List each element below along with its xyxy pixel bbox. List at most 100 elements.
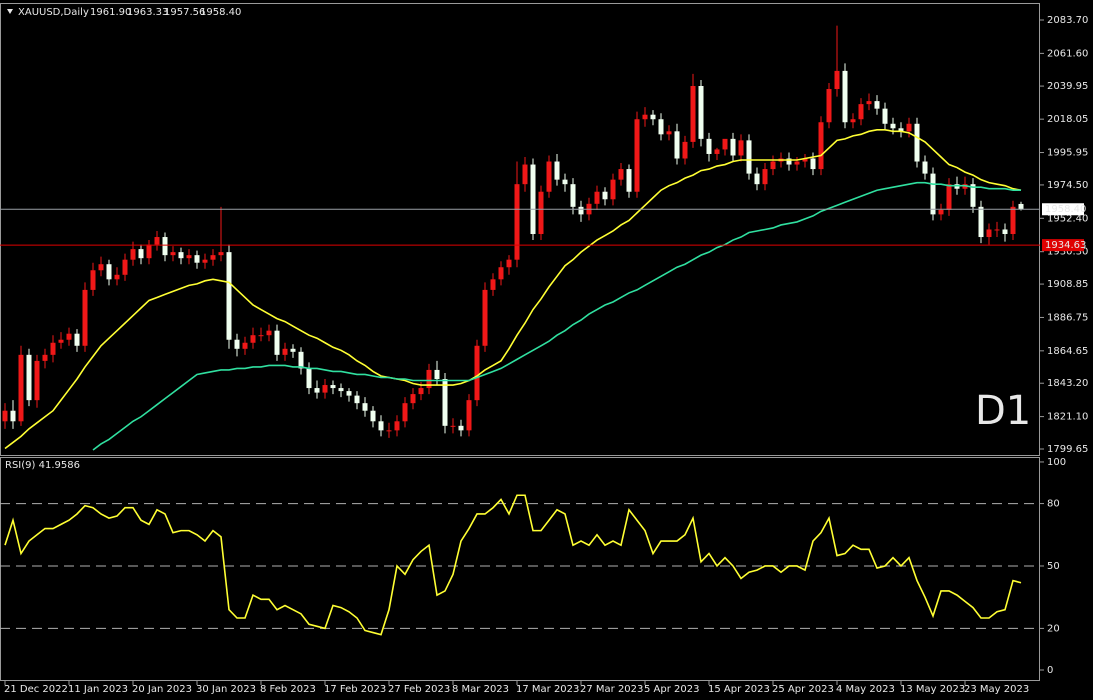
candle-body xyxy=(250,335,256,343)
price-label-box xyxy=(1042,203,1084,216)
candle-body xyxy=(882,108,888,124)
candle-body xyxy=(42,354,48,361)
price-label: 1934.63 xyxy=(1045,240,1086,251)
y-tick-label: 100 xyxy=(1047,457,1066,468)
y-tick-label: 50 xyxy=(1047,561,1060,572)
candle-body xyxy=(378,421,384,431)
header-open: 1961.90 xyxy=(90,7,131,18)
y-tick-label: 1864.65 xyxy=(1047,346,1088,357)
x-tick-label: 21 Dec 2022 xyxy=(4,684,68,695)
y-tick-label: 2018.05 xyxy=(1047,114,1088,125)
candle-body xyxy=(410,394,416,404)
candle-body xyxy=(474,345,480,401)
candle-body xyxy=(34,360,40,401)
y-tick-label: 1930.30 xyxy=(1047,247,1088,258)
candle-body xyxy=(698,86,704,139)
candle-body xyxy=(346,391,352,396)
candle-body xyxy=(26,354,32,401)
candle-body xyxy=(738,140,744,156)
candle-body xyxy=(914,123,920,162)
candle-body xyxy=(178,252,184,259)
candle-body xyxy=(986,229,992,238)
y-tick-label: 1843.20 xyxy=(1047,378,1088,389)
candle-body xyxy=(50,342,56,355)
menu-triangle xyxy=(7,9,13,14)
candle-body xyxy=(114,274,120,280)
candle-body xyxy=(666,131,672,135)
candle-body xyxy=(10,410,16,422)
y-tick-label: 1908.85 xyxy=(1047,279,1088,290)
candle-body xyxy=(162,237,168,256)
candle-body xyxy=(994,229,1000,231)
candle-body xyxy=(194,255,200,263)
candle-body xyxy=(530,164,536,235)
x-tick-label: 5 Apr 2023 xyxy=(644,684,699,695)
candle-body xyxy=(354,395,360,404)
candle-body xyxy=(290,348,296,352)
x-tick-label: 8 Feb 2023 xyxy=(260,684,316,695)
candle-body xyxy=(426,369,432,389)
rsi-line xyxy=(4,494,1022,636)
candle-body xyxy=(154,237,160,245)
candle-body xyxy=(138,249,144,259)
candle-body xyxy=(314,388,320,393)
candle-body xyxy=(890,123,896,129)
y-tick-label: 1952.40 xyxy=(1047,213,1088,224)
candle-body xyxy=(322,385,328,393)
candle-body xyxy=(602,191,608,200)
x-tick-label: 23 May 2023 xyxy=(964,684,1029,695)
candle-body xyxy=(146,244,152,259)
candle-body xyxy=(754,173,760,185)
candle-body xyxy=(234,339,240,349)
candle-body xyxy=(482,289,488,346)
price-panel-frame xyxy=(0,3,1040,456)
candle-body xyxy=(658,119,664,135)
candle-body xyxy=(82,289,88,346)
candle-body xyxy=(682,141,688,159)
y-tick-label: 2083.70 xyxy=(1047,15,1088,26)
candle-body xyxy=(642,114,648,120)
x-tick-label: 20 Jan 2023 xyxy=(132,684,192,695)
candle-body xyxy=(610,179,616,200)
candle-body xyxy=(458,425,464,431)
candle-body xyxy=(794,161,800,165)
candle-body xyxy=(930,173,936,215)
candle-body xyxy=(226,252,232,340)
x-tick-label: 27 Mar 2023 xyxy=(580,684,643,695)
x-tick-label: 17 Mar 2023 xyxy=(516,684,579,695)
candle-body xyxy=(98,264,104,271)
y-tick-label: 80 xyxy=(1047,499,1060,510)
candle-body xyxy=(210,255,216,260)
candle-body xyxy=(442,379,448,426)
x-tick-label: 30 Jan 2023 xyxy=(196,684,256,695)
candle-body xyxy=(970,184,976,207)
candle-body xyxy=(770,161,776,170)
x-tick-label: 25 Apr 2023 xyxy=(772,684,834,695)
candle-body xyxy=(466,400,472,431)
candle-body xyxy=(978,206,984,238)
rsi-panel-frame xyxy=(0,457,1040,681)
candle-body xyxy=(58,339,64,343)
candle-body xyxy=(818,122,824,170)
candle-body xyxy=(122,259,128,275)
candle-body xyxy=(834,70,840,90)
candle-body xyxy=(842,70,848,123)
x-tick-label: 15 Apr 2023 xyxy=(708,684,770,695)
candle-body xyxy=(562,179,568,185)
candle-body xyxy=(170,252,176,256)
candle-body xyxy=(18,354,24,422)
candle-body xyxy=(618,169,624,180)
candle-body xyxy=(674,131,680,159)
candle-body xyxy=(418,388,424,395)
y-tick-label: 1821.10 xyxy=(1047,412,1088,423)
x-tick-label: 8 Mar 2023 xyxy=(452,684,509,695)
header-high: 1963.33 xyxy=(127,7,168,18)
x-tick-label: 13 May 2023 xyxy=(900,684,965,695)
candle-body xyxy=(922,161,928,174)
candle-body xyxy=(714,149,720,154)
candle-body xyxy=(338,388,344,392)
candle-body xyxy=(722,138,728,150)
x-tick-label: 27 Feb 2023 xyxy=(388,684,450,695)
